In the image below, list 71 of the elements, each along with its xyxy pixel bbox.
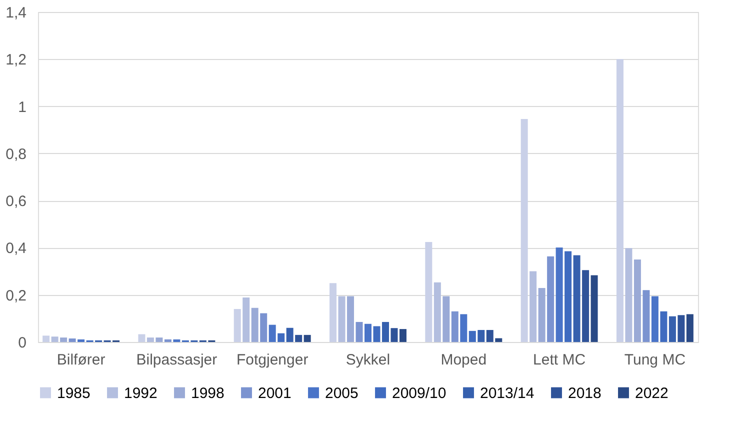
bar	[442, 296, 450, 342]
bar	[51, 336, 58, 342]
bar	[60, 338, 68, 342]
bar	[425, 242, 432, 342]
legend-label: 2018	[568, 384, 602, 402]
legend-label: 1998	[191, 384, 224, 402]
y-tick-label: 0,2	[6, 287, 26, 304]
bar	[451, 311, 458, 342]
bar	[668, 316, 676, 342]
legend-label: 1992	[124, 384, 158, 402]
bar	[590, 275, 598, 342]
legend-label: 1985	[57, 384, 90, 402]
bar	[330, 283, 337, 342]
y-tick-label: 1	[18, 98, 26, 116]
legend-label: 2013/14	[480, 384, 534, 402]
bar	[460, 314, 468, 342]
x-tick-label: Fotgjenger	[236, 352, 308, 368]
bar	[686, 314, 694, 342]
bar	[468, 330, 476, 342]
legend-label: 2005	[325, 384, 358, 402]
bar	[78, 339, 85, 342]
bar	[42, 336, 50, 342]
legend-label: 2009/10	[392, 384, 446, 402]
y-tick-label: 1,2	[6, 52, 26, 69]
bar	[678, 315, 685, 342]
bar	[164, 339, 172, 342]
bar	[156, 338, 163, 342]
bar	[486, 330, 494, 342]
bar	[642, 290, 650, 342]
x-tick-label: Sykkel	[346, 352, 390, 368]
bar	[347, 296, 354, 342]
y-tick-label: 0,4	[6, 240, 26, 258]
y-tick-label: 0,6	[6, 193, 26, 210]
x-tick-label: Moped	[440, 352, 487, 368]
bar	[582, 270, 590, 342]
bar	[295, 334, 302, 342]
bar	[251, 308, 258, 342]
x-tick-label: Lett MC	[533, 352, 586, 368]
bar	[530, 271, 537, 342]
bar	[382, 322, 389, 342]
bar	[634, 260, 641, 342]
bar	[173, 339, 180, 342]
x-tick-label: Bilfører	[56, 352, 106, 368]
bar	[520, 119, 528, 342]
bar	[478, 330, 485, 342]
bar	[538, 288, 546, 342]
bar	[399, 329, 406, 342]
x-tick-label: Tung MC	[624, 352, 686, 368]
bar	[547, 256, 554, 342]
bar	[242, 297, 250, 342]
bar	[625, 248, 632, 342]
bar	[390, 328, 398, 342]
legend-label: 2001	[258, 384, 292, 402]
bar	[304, 334, 311, 342]
legend-label: 2022	[635, 384, 668, 402]
y-tick-label: 0	[18, 334, 26, 352]
bar	[234, 309, 241, 342]
bar	[286, 328, 294, 342]
bar	[68, 338, 76, 342]
bar	[138, 334, 146, 342]
bar	[146, 338, 154, 342]
y-tick-label: 1,4	[6, 4, 26, 22]
x-tick-label: Bilpassasjer	[136, 352, 218, 368]
bar	[434, 282, 441, 342]
bar	[495, 338, 502, 342]
bar	[573, 255, 580, 342]
bar	[616, 59, 624, 342]
y-tick-label: 0,8	[6, 146, 26, 163]
bar	[338, 296, 346, 342]
bar	[356, 322, 363, 342]
bar	[260, 313, 268, 342]
